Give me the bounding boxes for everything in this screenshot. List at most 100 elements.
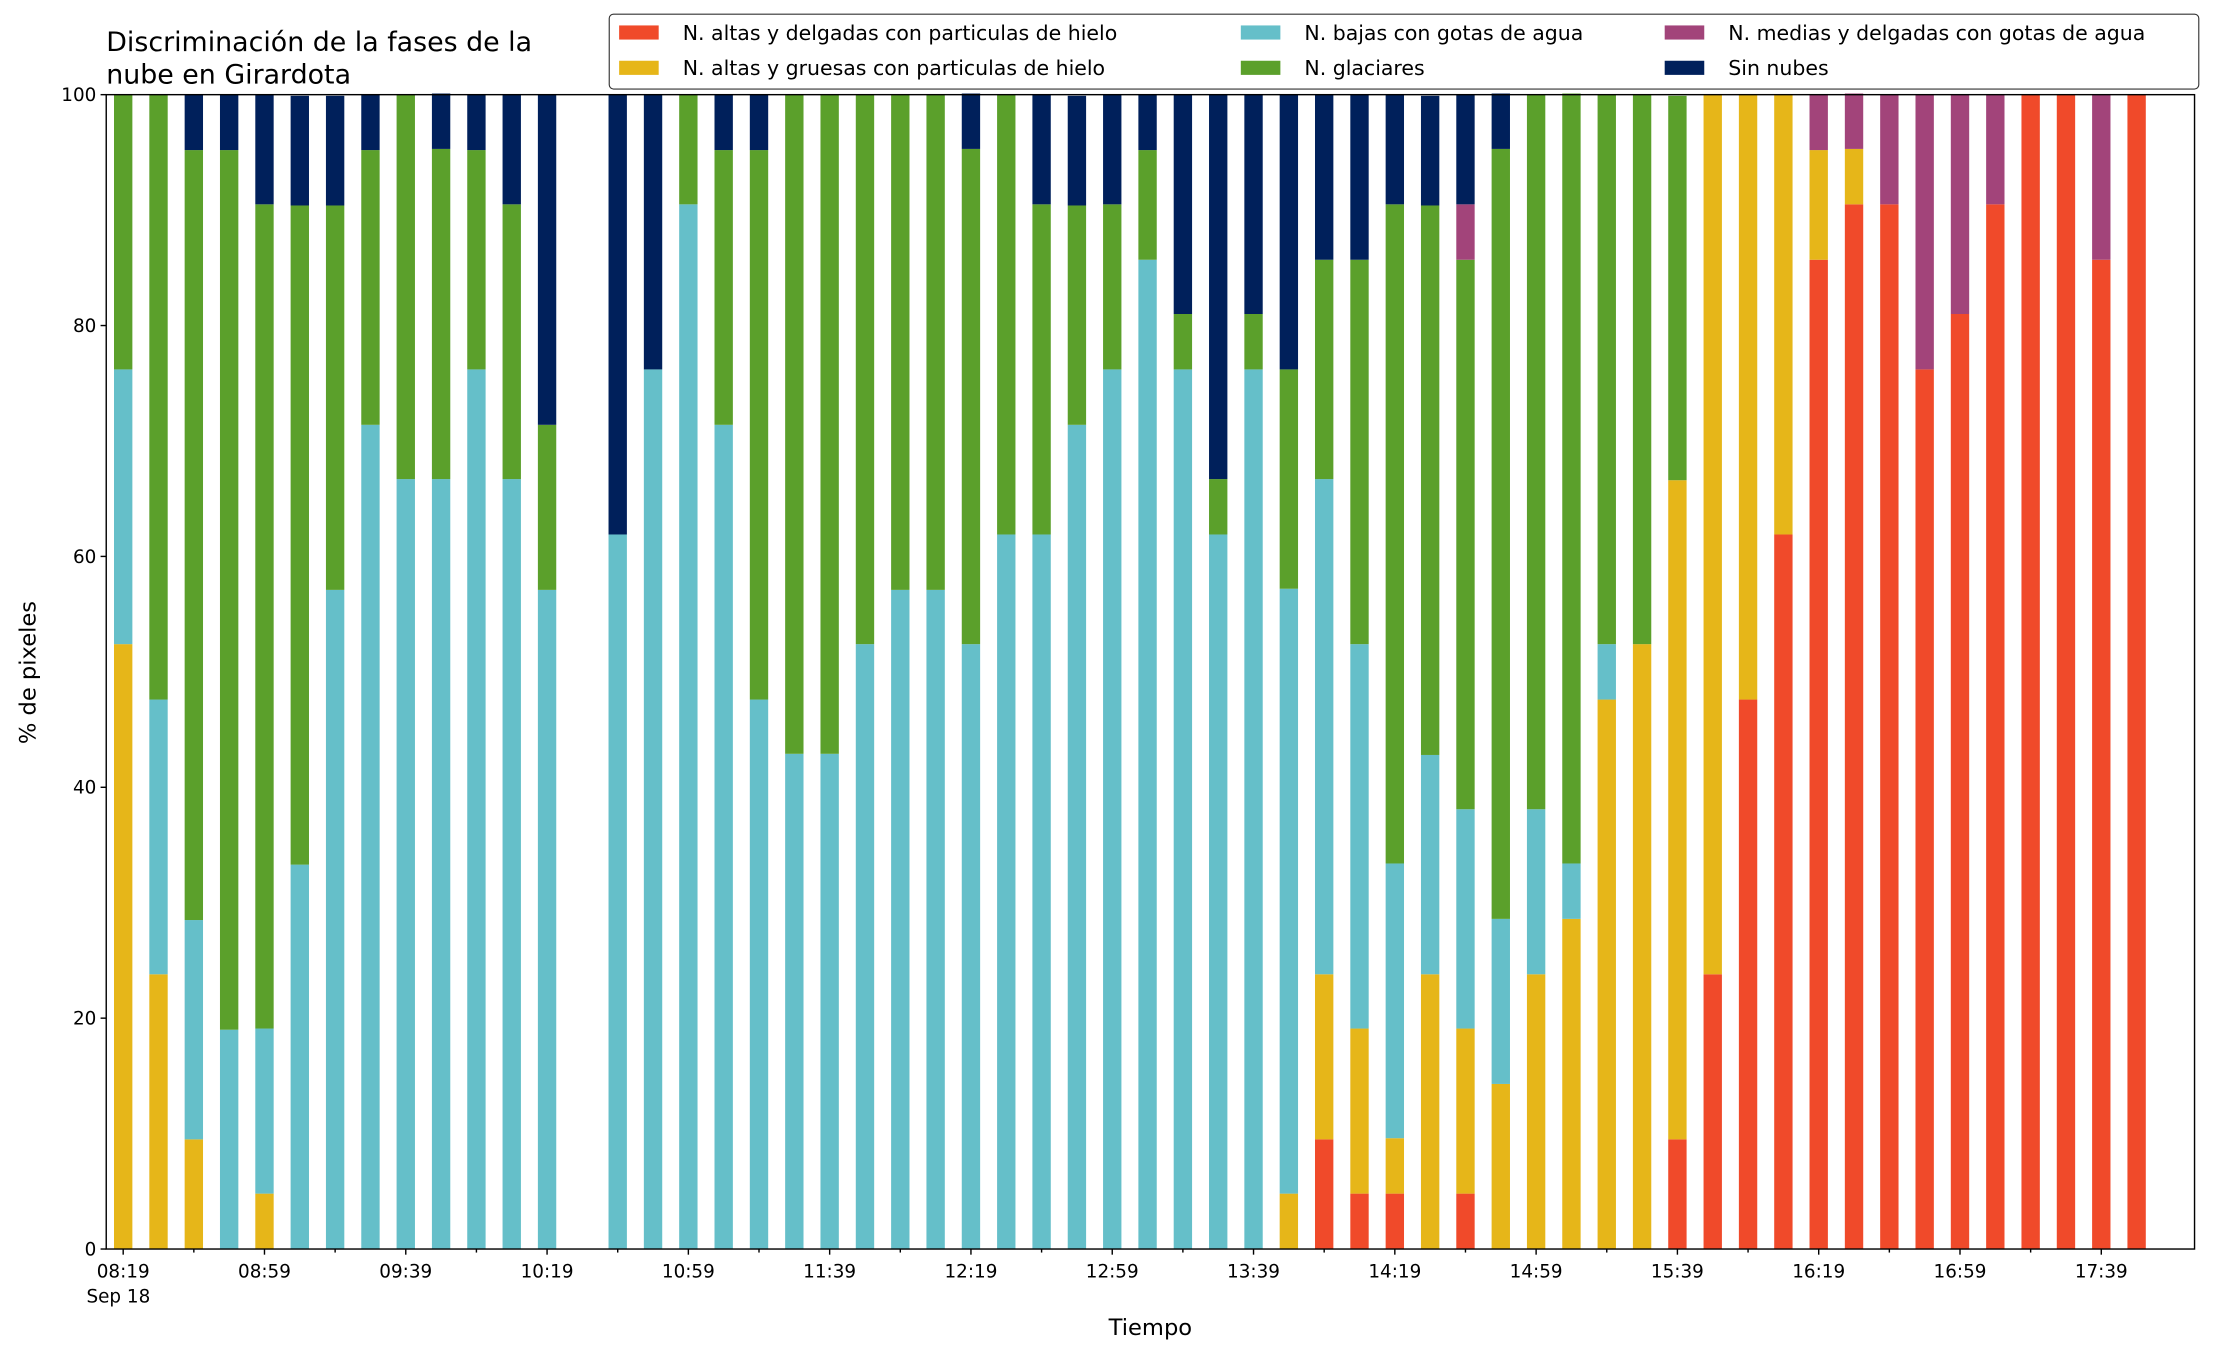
legend-swatch xyxy=(619,25,659,40)
bar-segment xyxy=(184,94,204,151)
bar-segment xyxy=(997,534,1016,1250)
bar-segment xyxy=(2056,94,2076,1250)
plot-frame xyxy=(105,93,2196,1250)
x-tick-label: 12:19 xyxy=(944,1261,997,1282)
bar-segment xyxy=(325,589,345,1250)
bar-segment xyxy=(1703,94,1722,975)
bar-segment xyxy=(1491,148,1510,919)
bar-segment xyxy=(396,479,415,1250)
legend-box xyxy=(608,13,2200,90)
legend-label: N. medias y delgadas con gotas de agua xyxy=(1728,21,2145,45)
legend-swatch xyxy=(1240,25,1281,40)
bar-segment xyxy=(1173,369,1193,1250)
x-tick-label: 11:39 xyxy=(803,1261,856,1282)
bar-segment xyxy=(1456,94,1475,205)
x-axis-label: Tiempo xyxy=(1108,1315,1192,1341)
bar-segment xyxy=(114,644,133,1250)
bar-segment xyxy=(1668,480,1687,1140)
bar-segment xyxy=(219,1029,239,1250)
bar-segment xyxy=(608,534,627,1250)
chart-title-line: Discriminación de la fases de la xyxy=(106,27,532,58)
bar-segment xyxy=(961,148,981,645)
legend-label: N. glaciares xyxy=(1304,56,1424,80)
bar-segment xyxy=(961,644,981,1250)
bar-segment xyxy=(1844,93,1864,149)
bar-segment xyxy=(891,589,910,1250)
legend-swatch xyxy=(1664,60,1705,75)
bar-segment xyxy=(1456,1028,1475,1194)
bar-segment xyxy=(1986,204,2005,1250)
bar-segment xyxy=(1067,95,1087,206)
bar-segment xyxy=(785,94,804,754)
bar-segment xyxy=(1456,809,1475,1029)
x-tick-label: 15:39 xyxy=(1651,1261,1704,1282)
x-tick-label: 09:39 xyxy=(379,1261,432,1282)
bar-segment xyxy=(1420,974,1440,1250)
bar-segment xyxy=(1385,863,1405,1139)
bar-segment xyxy=(1138,259,1157,1250)
bar-segment xyxy=(1456,204,1475,260)
bar-segment xyxy=(1385,1193,1405,1250)
x-tick-label: 13:39 xyxy=(1227,1261,1280,1282)
bar-segment xyxy=(361,94,380,151)
bar-segment xyxy=(1597,699,1616,1250)
bar-segment xyxy=(1562,863,1581,919)
bar-segment xyxy=(2092,259,2111,1250)
bar-segment xyxy=(1809,150,1828,260)
bar-segment xyxy=(608,94,627,535)
x-tick-label: 17:39 xyxy=(2075,1261,2128,1282)
bar-segment xyxy=(1526,809,1546,975)
bar-segment xyxy=(1986,94,2005,205)
bar-segment xyxy=(255,204,274,1029)
bar-segment xyxy=(502,204,521,480)
legend-label: Sin nubes xyxy=(1728,56,1828,80)
legend-label: N. bajas con gotas de agua xyxy=(1304,21,1583,45)
x-tick-label: 16:59 xyxy=(1934,1261,1987,1282)
bar-segment xyxy=(1703,974,1722,1250)
y-tick-label: 0 xyxy=(85,1239,97,1260)
bar-segment xyxy=(255,1028,274,1194)
bar-segment xyxy=(1774,94,1793,535)
x-tick-label: 10:59 xyxy=(662,1261,715,1282)
bar-segment xyxy=(1103,94,1122,205)
y-tick-label: 20 xyxy=(73,1009,96,1030)
bar-segment xyxy=(1103,369,1122,1250)
bar-segment xyxy=(1632,94,1652,645)
bar-segment xyxy=(325,205,345,590)
bar-segment xyxy=(1491,93,1510,149)
bar-segment xyxy=(855,94,875,645)
bar-segment xyxy=(1950,313,1970,1250)
y-tick-label: 40 xyxy=(73,778,96,799)
bar-segment xyxy=(184,920,204,1140)
bar-segment xyxy=(1456,1193,1475,1250)
bar-segment xyxy=(1385,94,1405,205)
bar-segment xyxy=(2021,94,2040,1250)
bar-segment xyxy=(1844,148,1864,205)
bar-segment xyxy=(1668,95,1687,481)
bar-segment xyxy=(679,94,698,205)
y-tick-label: 100 xyxy=(61,85,96,106)
bar-segment xyxy=(1138,94,1157,151)
x-tick-label: 14:19 xyxy=(1368,1261,1421,1282)
bar-segment xyxy=(114,369,133,645)
bar-segment xyxy=(643,94,663,370)
bar-segment xyxy=(1314,974,1334,1140)
bar-segment xyxy=(219,94,239,151)
bar-segment xyxy=(1350,259,1369,645)
bar-segment xyxy=(1526,94,1546,810)
bar-segment xyxy=(467,150,486,370)
bar-segment xyxy=(1632,644,1652,1250)
bar-segment xyxy=(1738,699,1758,1250)
bar-segment xyxy=(1597,94,1616,645)
x-tick-label: 10:19 xyxy=(521,1261,574,1282)
bar-segment xyxy=(502,94,521,205)
y-axis-label: % de pixeles xyxy=(16,601,42,744)
bar-segment xyxy=(1032,204,1051,535)
bar-segment xyxy=(891,94,910,590)
bar-segment xyxy=(1385,1138,1405,1194)
bar-segment xyxy=(1209,479,1228,535)
bar-segment xyxy=(1138,150,1157,260)
bar-segment xyxy=(820,753,839,1250)
